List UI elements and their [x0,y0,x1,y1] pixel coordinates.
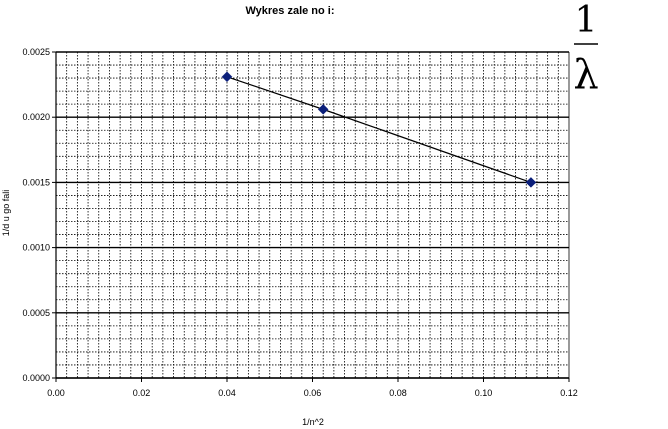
y-tick-label: 0.0025 [22,47,50,57]
chart-title: Wykres zale no i: [245,5,334,17]
y-tick-label: 0.0000 [22,373,50,383]
y-tick-labels: 0.0000 0.0005 0.0010 0.0015 0.0020 0.0025 [22,47,56,383]
series-layer [221,71,537,188]
data-point-marker [317,104,329,115]
y-axis-label: 1/d u go fali [1,190,11,237]
x-tick-label: 0.10 [475,388,493,398]
y-tick-label: 0.0005 [22,308,50,318]
x-tick-label: 0.08 [389,388,407,398]
x-axis-label: 1/n^2 [302,417,324,427]
x-tick-label: 0.12 [560,388,578,398]
x-tick-labels: 0.00 0.02 0.04 0.06 0.08 0.10 0.12 [47,378,578,398]
y-tick-label: 0.0015 [22,177,50,187]
data-point-marker [221,71,233,83]
fraction-denominator: λ [573,52,598,98]
x-tick-label: 0.02 [133,388,151,398]
x-tick-label: 0.04 [218,388,236,398]
y-tick-label: 0.0010 [22,243,50,253]
grid [56,51,569,379]
x-tick-label: 0.06 [304,388,322,398]
fraction-numerator: 1 [575,0,598,41]
annotation-fraction: 1 λ [573,0,598,98]
y-tick-label: 0.0020 [22,112,50,122]
x-tick-label: 0.00 [47,388,65,398]
data-point-marker [525,177,537,188]
